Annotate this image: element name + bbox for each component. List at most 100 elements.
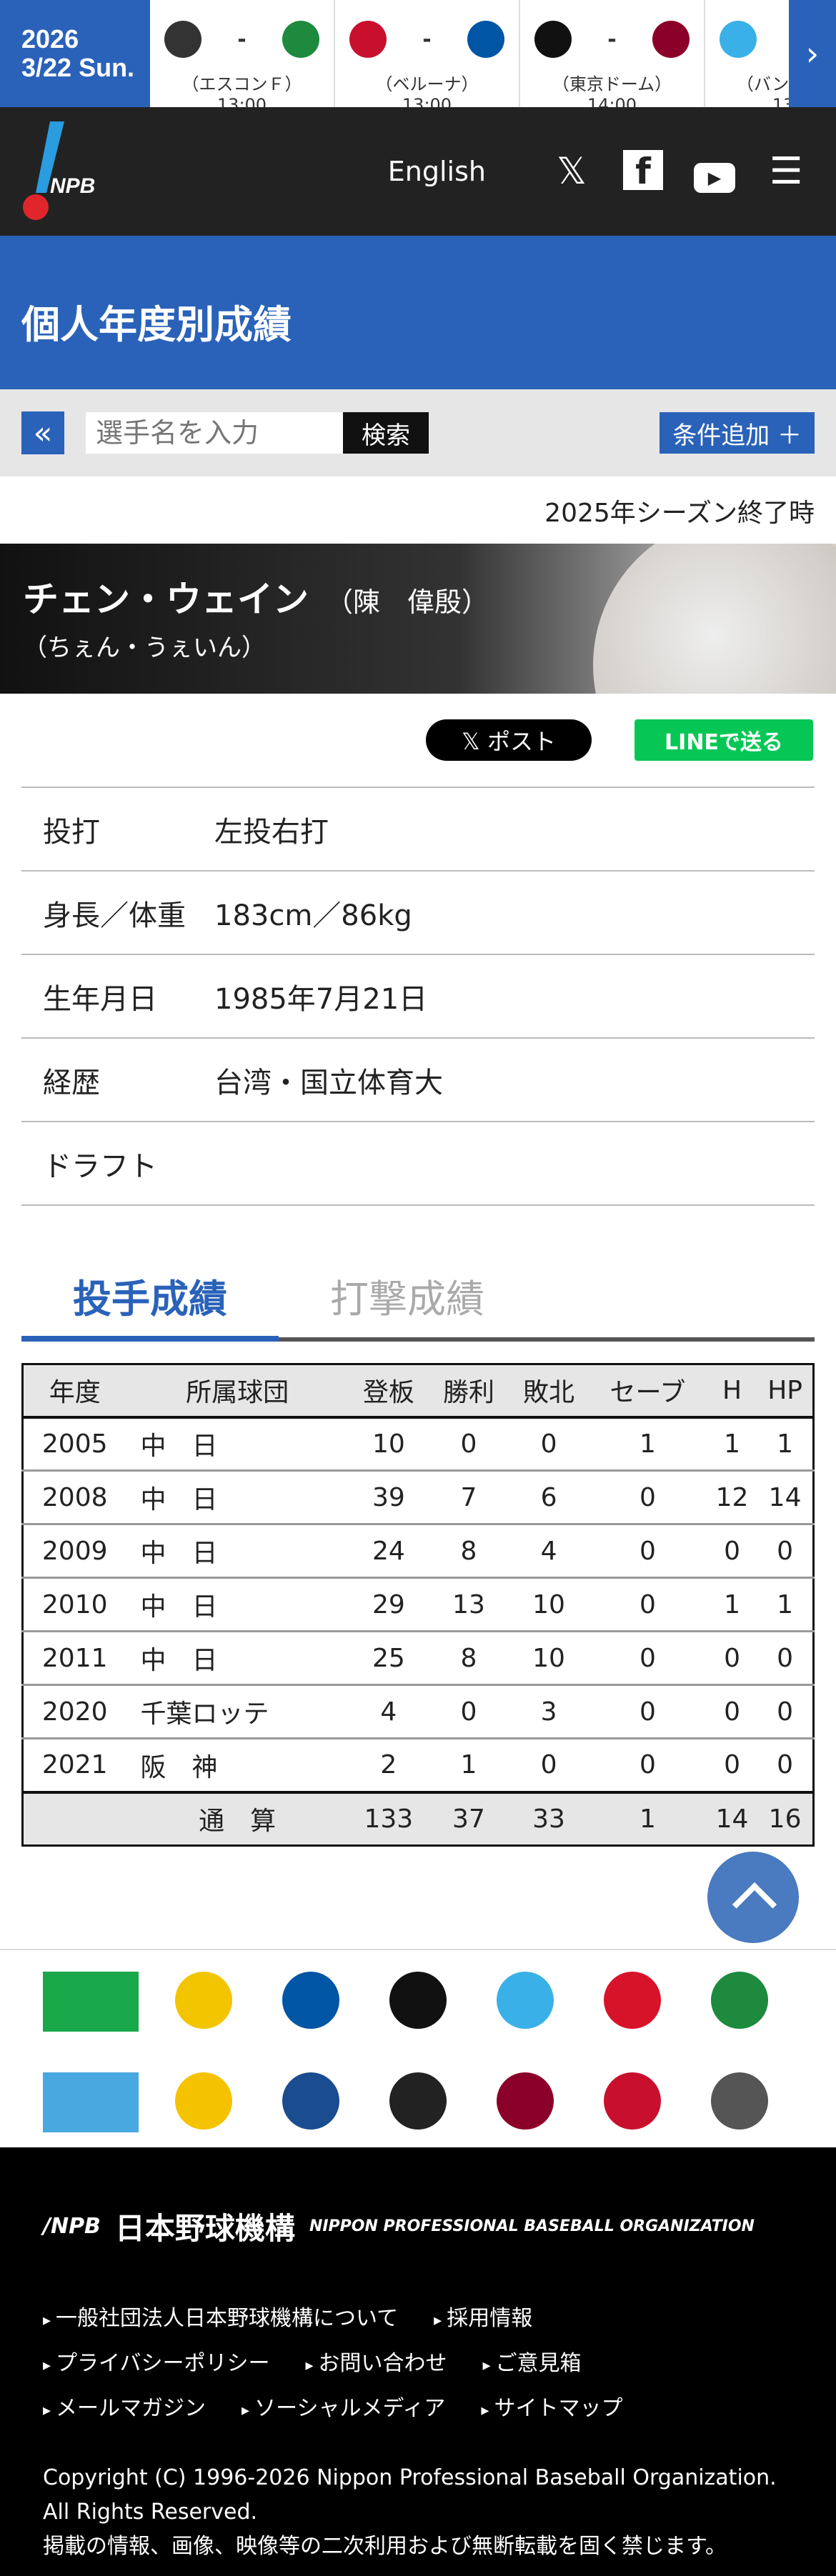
cpbl-logo[interactable] — [43, 1972, 139, 2032]
chevron-up-icon[interactable] — [707, 1852, 799, 1943]
footer-link[interactable]: ご意見箱 — [483, 2351, 582, 2376]
footer-link[interactable]: お問い合わせ — [305, 2351, 447, 2376]
fighters-logo[interactable] — [282, 2072, 339, 2130]
double-chevron-left-icon[interactable]: « — [21, 411, 64, 454]
table-cell: 10 — [509, 1577, 589, 1632]
table-cell: 1 — [757, 1577, 814, 1632]
footer-link[interactable]: ソーシャルメディア — [242, 2396, 445, 2421]
tab-batting[interactable]: 打撃成績 — [330, 1277, 484, 1322]
player-search-input[interactable] — [86, 412, 343, 454]
share-buttons: 𝕏 ポスト LINEで送る — [0, 694, 836, 787]
hawks-logo[interactable] — [175, 2072, 232, 2130]
column-header: 勝利 — [428, 1364, 509, 1419]
total-cell: 37 — [428, 1790, 509, 1846]
table-row: 2020 千葉ロッテ 4 0 3 0 0 0 — [22, 1684, 814, 1739]
profile-label: ドラフト — [43, 1149, 157, 1183]
table-cell: 2009 — [22, 1524, 126, 1579]
svg-text:NPB: NPB — [50, 174, 95, 198]
pbl-logo[interactable] — [43, 2072, 139, 2132]
table-cell: 7 — [428, 1470, 509, 1525]
menu-icon[interactable]: ☰ — [769, 150, 803, 193]
table-cell: 2008 — [22, 1470, 126, 1525]
search-button[interactable]: 検索 — [343, 412, 429, 454]
player-banner: チェン・ウェイン （陳 偉殷） （ちぇん・うぇいん） — [0, 544, 836, 694]
player-name: チェン・ウェイン — [23, 579, 309, 620]
table-cell: 14 — [757, 1470, 814, 1525]
line-share-button[interactable]: LINEで送る — [635, 719, 813, 761]
chevron-right-icon[interactable]: › — [789, 0, 836, 107]
npb-logo[interactable]: NPB — [21, 121, 107, 221]
table-cell: 0 — [757, 1631, 814, 1686]
table-cell: 1 — [706, 1577, 758, 1632]
lions-logo[interactable] — [604, 2072, 661, 2130]
facebook-icon[interactable]: f — [622, 150, 665, 193]
x-post-button[interactable]: 𝕏 ポスト — [426, 719, 592, 761]
profile-row: 生年月日 1985年7月21日 — [21, 955, 815, 1039]
table-cell[interactable]: 阪 神 — [126, 1738, 349, 1793]
game-score: - — [422, 26, 432, 52]
footer-link[interactable]: プライバシーポリシー — [43, 2351, 269, 2376]
swallows-logo — [282, 21, 319, 58]
table-row: 2011 中 日 25 8 10 0 0 0 — [22, 1631, 814, 1686]
game-card[interactable]: - （東京ドーム） 14:00 — [520, 0, 705, 107]
x-icon[interactable]: 𝕏 — [557, 150, 587, 193]
dragons-logo[interactable] — [497, 1972, 554, 2029]
swallows-logo[interactable] — [711, 1972, 768, 2029]
tab-pitching[interactable]: 投手成績 — [21, 1242, 279, 1342]
english-link[interactable]: English — [387, 156, 486, 187]
table-cell: 0 — [589, 1470, 707, 1525]
game-card[interactable]: - （ベルーナ） 13:00 — [335, 0, 520, 107]
search-bar: « 検索 条件追加 ＋ — [0, 389, 836, 476]
marines-logo[interactable] — [711, 2072, 768, 2130]
carp-logo[interactable] — [604, 1972, 661, 2029]
giants-logo — [534, 21, 572, 58]
notice: 掲載の情報、画像、映像等の二次利用および無断転載を固く禁じます。 — [43, 2534, 727, 2559]
profile-row: 投打 左投右打 — [21, 788, 815, 872]
buffaloes-logo[interactable] — [389, 2072, 447, 2130]
profile-value: 183cm／86kg — [214, 899, 412, 932]
profile-label: 生年月日 — [43, 982, 157, 1016]
table-cell: 1 — [757, 1417, 814, 1472]
scoreboard: 2026 3/22 Sun. - （エスコンＦ） 13:00- （ベルーナ） 13:00… — [0, 0, 836, 107]
footer-link[interactable]: 一般社団法人日本野球機構について — [43, 2306, 398, 2331]
table-cell: 10 — [509, 1631, 589, 1686]
add-condition-button[interactable]: 条件追加 ＋ — [660, 412, 815, 454]
footer-link[interactable]: メールマガジン — [43, 2396, 206, 2421]
giants-logo[interactable] — [389, 1972, 447, 2029]
table-cell[interactable]: 中 日 — [126, 1631, 349, 1686]
baystars-logo[interactable] — [282, 1972, 339, 2029]
table-cell: 0 — [509, 1738, 589, 1793]
table-cell[interactable]: 中 日 — [126, 1577, 349, 1632]
column-header: HP — [757, 1364, 814, 1419]
total-cell — [22, 1790, 126, 1846]
footer-link[interactable]: サイトマップ — [481, 2396, 622, 2421]
eagles-logo — [652, 21, 690, 58]
table-cell[interactable]: 中 日 — [126, 1524, 349, 1579]
table-cell: 2010 — [22, 1577, 126, 1632]
table-cell[interactable]: 中 日 — [126, 1417, 349, 1472]
table-cell: 12 — [706, 1470, 758, 1525]
scoreboard-date: 2026 3/22 Sun. — [0, 0, 150, 107]
table-cell: 0 — [757, 1738, 814, 1793]
footer-link[interactable]: 採用情報 — [434, 2306, 532, 2331]
game-card[interactable]: - （エスコンＦ） 13:00 — [150, 0, 335, 107]
youtube-icon[interactable]: ▶ — [693, 150, 736, 193]
table-cell: 8 — [428, 1524, 509, 1579]
dragons-logo — [720, 21, 757, 58]
profile-row: ドラフト — [21, 1122, 815, 1206]
team-logos — [0, 1949, 836, 2147]
total-cell: 通 算 — [126, 1790, 349, 1846]
tigers-logo[interactable] — [175, 1972, 232, 2029]
game-card[interactable]: （バンテリン）13:00 — [705, 0, 789, 107]
rights: All Rights Reserved. — [43, 2500, 258, 2525]
column-header: 所属球団 — [126, 1364, 349, 1419]
eagles-logo[interactable] — [497, 2072, 554, 2130]
player-name-kanji: （陳 偉殷） — [326, 586, 489, 618]
footer-logo[interactable]: /NPB 日本野球機構 NIPPON PROFESSIONAL BASEBALL… — [43, 2190, 836, 2262]
table-cell[interactable]: 中 日 — [126, 1470, 349, 1525]
game-venue: （バンテリン） — [736, 74, 789, 94]
table-cell[interactable]: 千葉ロッテ — [126, 1684, 349, 1739]
column-header: セーブ — [589, 1364, 707, 1419]
table-cell: 0 — [589, 1631, 707, 1686]
